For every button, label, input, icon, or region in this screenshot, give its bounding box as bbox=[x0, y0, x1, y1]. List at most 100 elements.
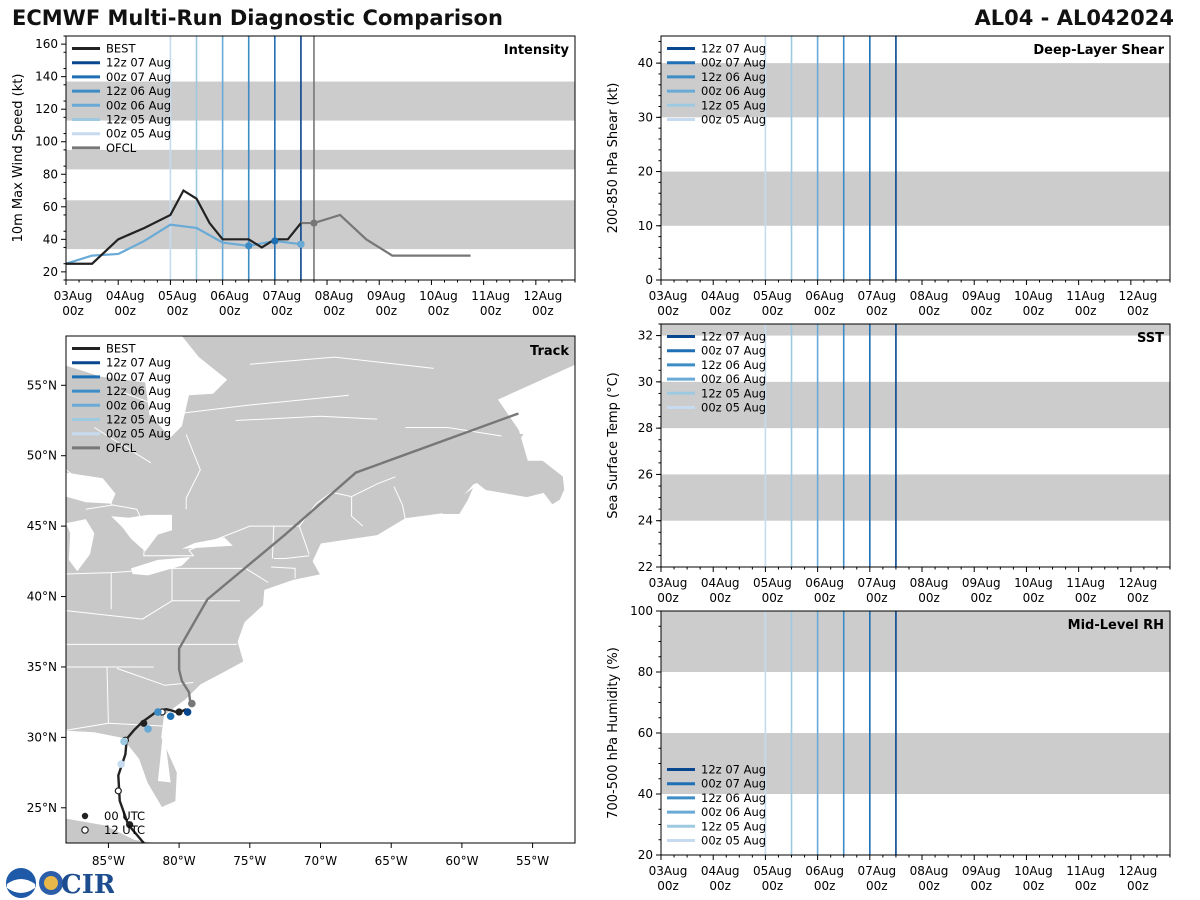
shear-xtick-label: 00z bbox=[970, 304, 992, 318]
rh-xtick-label: 00z bbox=[866, 879, 888, 893]
shear-xtick-label: 05Aug bbox=[753, 289, 792, 303]
sst-legend-label: 12z 07 Aug bbox=[701, 330, 766, 344]
track-extra-point bbox=[188, 699, 196, 708]
rh-xtick-label: 00z bbox=[918, 879, 940, 893]
run-track-point bbox=[166, 712, 175, 721]
rh-ytick-label: 80 bbox=[638, 665, 653, 679]
sst-legend-label: 12z 06 Aug bbox=[701, 358, 766, 372]
shear-ylabel: 200-850 hPa Shear (kt) bbox=[606, 83, 621, 234]
sst-xtick-label: 12Aug bbox=[1118, 576, 1157, 590]
track-xtick-label: 55°W bbox=[516, 854, 549, 868]
track-panel: 85°W 80°W 75°W 70°W 65°W 60°W 55°W 25°N 30°N 35°N… bbox=[27, 335, 576, 868]
run-track-point bbox=[183, 708, 192, 716]
shear-xtick-label: 00z bbox=[918, 304, 940, 318]
shear-xtick-label: 00z bbox=[1127, 304, 1149, 318]
land-polygon bbox=[396, 498, 434, 509]
rh-band bbox=[661, 733, 1170, 794]
track-xtick-label: 60°W bbox=[445, 854, 478, 868]
land-polygon bbox=[470, 432, 565, 505]
rh-xtick-label: 00z bbox=[970, 879, 992, 893]
shear-legend-label: 00z 05 Aug bbox=[701, 113, 766, 127]
sst-xtick-label: 00z bbox=[918, 591, 940, 605]
rh-xtick-label: 00z bbox=[1075, 879, 1097, 893]
shear-ytick-label: 0 bbox=[645, 273, 653, 287]
intensity-xtick-label: 07Aug bbox=[262, 289, 301, 303]
intensity-panel: 2040608010012014016003Aug00z04Aug00z05Au… bbox=[11, 35, 576, 318]
rh-band bbox=[661, 611, 1170, 672]
track-title: Track bbox=[530, 344, 569, 359]
rh-xtick-label: 12Aug bbox=[1118, 864, 1157, 878]
intensity-xtick-label: 06Aug bbox=[210, 289, 249, 303]
intensity-series-point bbox=[297, 240, 305, 248]
rh-xtick-label: 00z bbox=[1127, 879, 1149, 893]
track-legend-label: 12z 05 Aug bbox=[106, 413, 171, 427]
cira-logo: CIRA bbox=[39, 870, 114, 900]
rh-xtick-label: 07Aug bbox=[857, 864, 896, 878]
sst-xtick-label: 11Aug bbox=[1066, 576, 1105, 590]
shear-xtick-label: 00z bbox=[657, 304, 679, 318]
sst-xtick-label: 05Aug bbox=[753, 576, 792, 590]
utc12-legend-label: 12 UTC bbox=[104, 823, 145, 837]
track-legend-label: 12z 07 Aug bbox=[106, 356, 171, 370]
shear-ytick-label: 40 bbox=[638, 56, 653, 70]
intensity-xtick-label: 05Aug bbox=[158, 289, 197, 303]
sst-ytick-label: 32 bbox=[638, 329, 653, 343]
sst-xtick-label: 00z bbox=[762, 591, 784, 605]
shear-xtick-label: 11Aug bbox=[1066, 289, 1105, 303]
rh-xtick-label: 00z bbox=[709, 879, 731, 893]
run-track-point bbox=[120, 737, 128, 746]
land-polygon bbox=[400, 456, 444, 469]
intensity-title: Intensity bbox=[504, 43, 570, 58]
best-track-marker bbox=[114, 787, 122, 795]
sst-band bbox=[661, 324, 1170, 336]
shear-panel: 01020304003Aug00z04Aug00z05Aug00z06Aug00… bbox=[606, 35, 1171, 318]
track-extra-point bbox=[117, 760, 125, 768]
rh-legend-label: 00z 05 Aug bbox=[701, 834, 766, 848]
run-track-point bbox=[154, 708, 162, 716]
track-legend-label: BEST bbox=[106, 342, 136, 356]
shear-xtick-label: 04Aug bbox=[701, 289, 740, 303]
intensity-ytick-label: 20 bbox=[43, 265, 58, 279]
intensity-best-line bbox=[66, 188, 302, 265]
intensity-xtick-label: 08Aug bbox=[315, 289, 354, 303]
intensity-legend-label: 12z 05 Aug bbox=[106, 113, 171, 127]
shear-xtick-label: 00z bbox=[1023, 304, 1045, 318]
sst-band bbox=[661, 381, 1170, 429]
sst-ytick-label: 28 bbox=[638, 421, 653, 435]
shear-xtick-label: 06Aug bbox=[805, 289, 844, 303]
intensity-xtick-label: 00z bbox=[532, 304, 554, 318]
sst-xtick-label: 07Aug bbox=[857, 576, 896, 590]
border-line bbox=[351, 476, 396, 498]
shear-legend-label: 12z 05 Aug bbox=[701, 98, 766, 112]
track-legend-label: 00z 05 Aug bbox=[106, 427, 171, 441]
sst-xtick-label: 00z bbox=[657, 591, 679, 605]
rh-ytick-label: 60 bbox=[638, 726, 653, 740]
track-legend-label: OFCL bbox=[106, 441, 137, 455]
shear-xtick-label: 00z bbox=[762, 304, 784, 318]
water-body bbox=[66, 519, 95, 572]
track-xtick-label: 65°W bbox=[375, 854, 408, 868]
shear-legend-label: 12z 06 Aug bbox=[701, 70, 766, 84]
water-body bbox=[131, 557, 191, 576]
sst-xtick-label: 08Aug bbox=[910, 576, 949, 590]
intensity-series-point bbox=[271, 237, 279, 245]
track-legend-label: 00z 07 Aug bbox=[106, 370, 171, 384]
border-line bbox=[185, 434, 201, 510]
storm-id: AL04 - AL042024 bbox=[974, 6, 1175, 30]
shear-xtick-label: 00z bbox=[709, 304, 731, 318]
intensity-xtick-label: 11Aug bbox=[471, 289, 510, 303]
shear-xtick-label: 00z bbox=[1075, 304, 1097, 318]
border-line bbox=[108, 722, 166, 727]
shear-legend-label: 00z 06 Aug bbox=[701, 84, 766, 98]
water-body bbox=[157, 727, 171, 783]
utc00-legend-marker bbox=[81, 812, 89, 820]
sst-xtick-label: 06Aug bbox=[805, 576, 844, 590]
noaa-logo bbox=[6, 868, 36, 898]
track-ytick-label: 25°N bbox=[27, 801, 57, 815]
intensity-xtick-label: 00z bbox=[271, 304, 293, 318]
border-line bbox=[405, 427, 502, 437]
sst-band bbox=[661, 474, 1170, 521]
track-ytick-label: 55°N bbox=[27, 378, 57, 392]
intensity-series-line bbox=[65, 223, 302, 265]
border-line bbox=[249, 356, 434, 369]
